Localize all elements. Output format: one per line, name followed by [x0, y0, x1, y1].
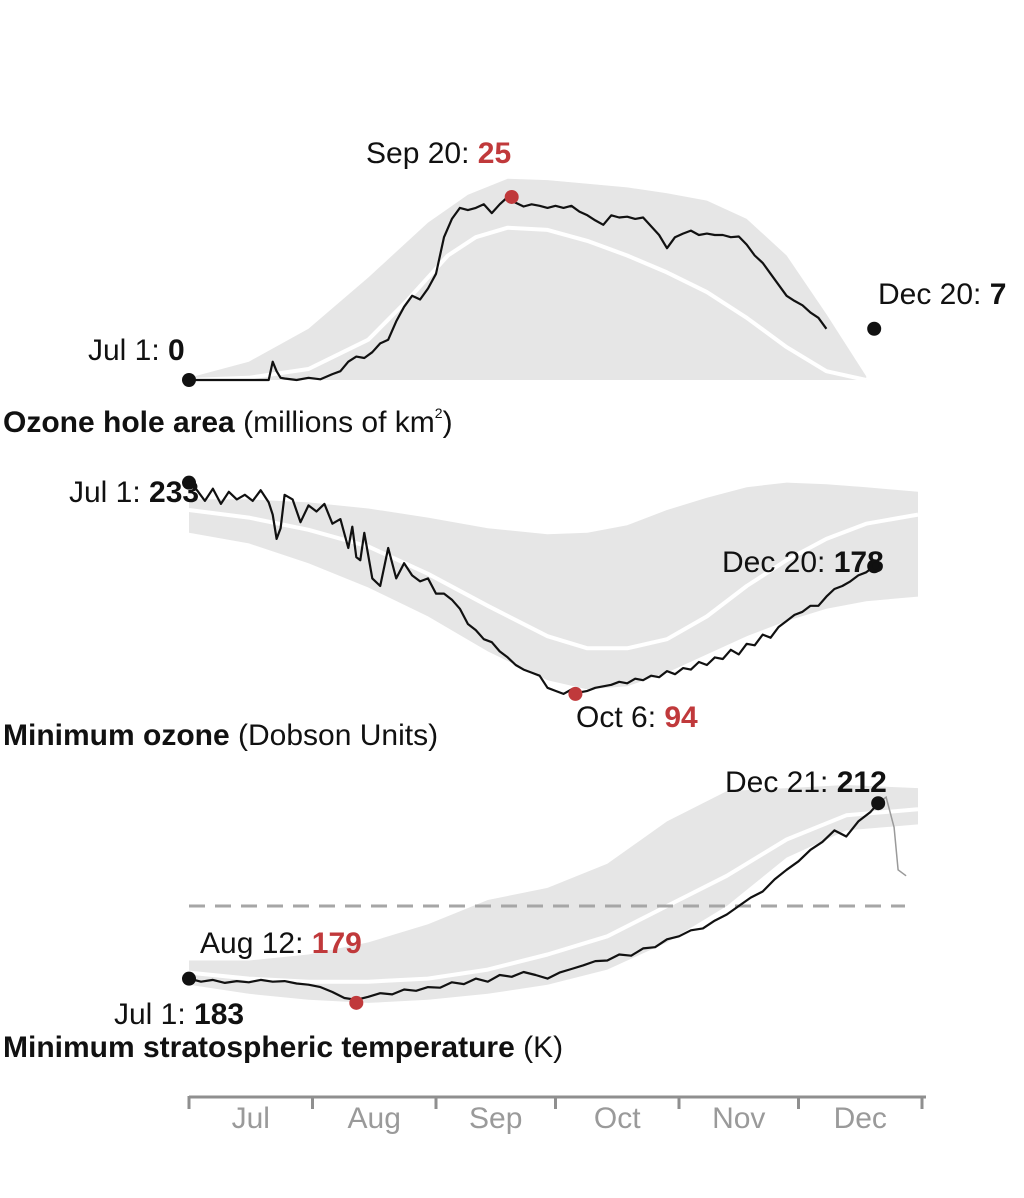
minimum-ozone-panel: Jul 1: 233 Dec 20: 178 Oct 6: 94 Minimum… — [3, 475, 919, 752]
panel-title: Minimum ozone (Dobson Units) — [3, 719, 438, 752]
extreme-point — [568, 686, 583, 701]
month-tick-label: Sep — [469, 1102, 522, 1135]
peak-annotation: Sep 20: 25 — [366, 137, 511, 170]
end-annotation: Dec 20: 178 — [722, 546, 884, 579]
ozone-hole-area-panel: Sep 20: 25 Jul 1: 0 Dec 20: 7 Ozone hole… — [3, 137, 1006, 439]
start-annotation: Jul 1: 183 — [114, 998, 244, 1031]
historical-range-band — [189, 178, 867, 380]
end-point — [182, 475, 196, 490]
month-tick-label: Oct — [594, 1102, 641, 1135]
historical-mean-line — [188, 807, 919, 984]
month-tick-label: Aug — [348, 1102, 401, 1135]
historical-mean-line — [188, 508, 919, 651]
end-annotation: Dec 21: 212 — [725, 766, 887, 799]
start-annotation: Jul 1: 233 — [69, 476, 199, 509]
panel-title: Minimum stratospheric temperature (K) — [3, 1031, 563, 1064]
end-annotation: Dec 20: 7 — [878, 278, 1006, 311]
historical-range-band — [189, 482, 918, 690]
minimum-temperature-plot — [182, 785, 919, 1010]
month-axis: Jul Aug Sep Oct Nov Dec — [187, 1095, 926, 1135]
historical-mean-line — [188, 225, 867, 382]
panel-title: Ozone hole area (millions of km2) — [3, 405, 453, 439]
extreme-point — [504, 189, 519, 204]
end-point — [867, 559, 882, 574]
month-tick-label: Nov — [712, 1102, 765, 1135]
minimum-annotation: Oct 6: 94 — [576, 701, 698, 734]
historical-range-band — [189, 785, 918, 1003]
minimum-temperature-panel: Dec 21: 212 Aug 12: 179 Jul 1: 183 Minim… — [3, 766, 919, 1064]
current-season-line — [188, 802, 880, 1001]
end-point — [182, 373, 196, 387]
month-tick-label: Dec — [834, 1102, 887, 1135]
current-season-line — [188, 481, 875, 695]
current-season-line — [189, 195, 828, 382]
month-tick-label: Jul — [232, 1102, 270, 1135]
minimum-annotation: Aug 12: 179 — [200, 927, 362, 960]
end-point — [867, 321, 882, 336]
minimum-ozone-plot — [182, 475, 919, 701]
extreme-point — [349, 995, 364, 1010]
end-point — [182, 971, 196, 986]
start-annotation: Jul 1: 0 — [88, 334, 185, 367]
end-point — [871, 796, 886, 811]
ozone-hole-area-plot — [182, 178, 882, 387]
